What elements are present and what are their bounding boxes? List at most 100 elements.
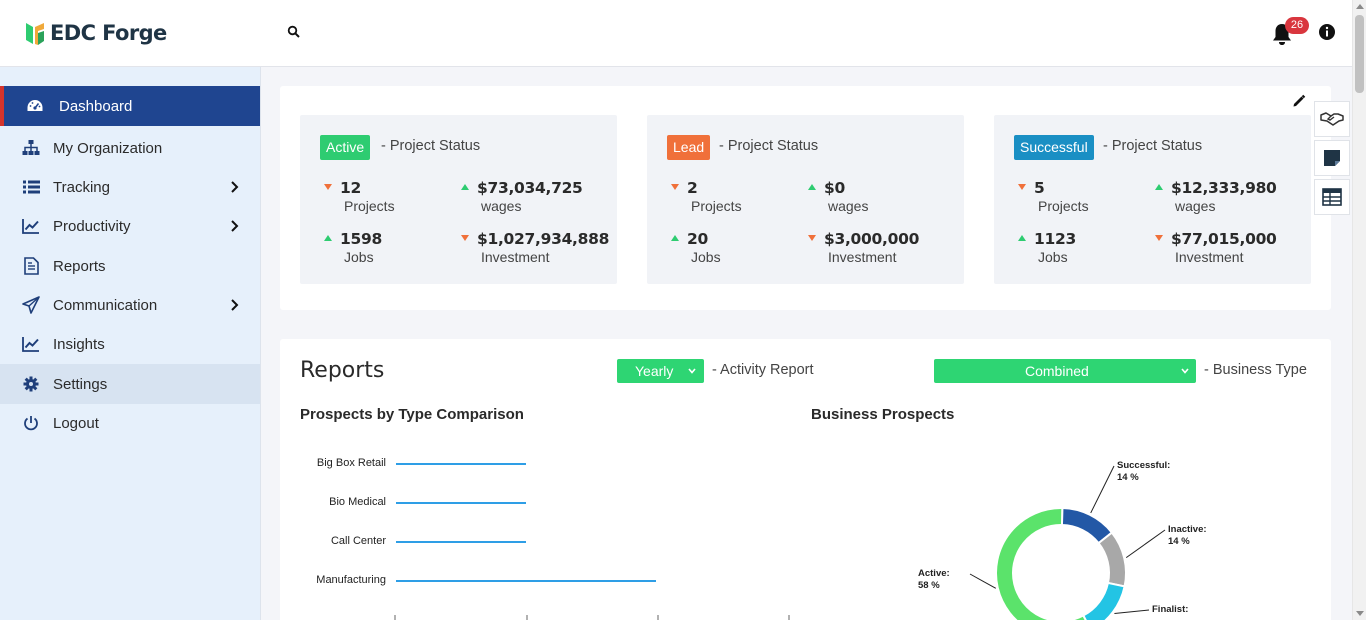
scroll-down-arrow-icon[interactable] xyxy=(1356,611,1364,616)
donut-leader-line xyxy=(969,573,997,589)
business-type-select-value: Combined xyxy=(1025,363,1089,379)
scroll-thumb[interactable] xyxy=(1355,15,1364,93)
metric-value: $3,000,000 xyxy=(824,230,920,248)
sidebar-item-tracking[interactable]: Tracking xyxy=(0,167,260,207)
metric-label: Jobs xyxy=(1038,249,1068,265)
bar-category-label: Manufacturing xyxy=(316,574,386,586)
status-badge: Active xyxy=(320,135,371,160)
chevron-right-icon xyxy=(231,299,239,311)
donut-slice[interactable] xyxy=(1081,581,1126,620)
sticky-note-icon xyxy=(1324,150,1340,166)
arrow-down-icon xyxy=(808,234,816,241)
arrow-up-icon xyxy=(671,234,679,241)
bar-chart-axis-ticks xyxy=(394,615,790,620)
status-label: - Project Status xyxy=(381,138,481,154)
status-badge: Successful xyxy=(1014,135,1094,160)
business-type-select[interactable]: Combined xyxy=(934,359,1196,383)
bar-category-label: Call Center xyxy=(330,535,386,547)
metric-value: $1,027,934,888 xyxy=(477,230,610,248)
bar-mark[interactable] xyxy=(396,502,526,504)
app-logo-text: EDC Forge xyxy=(50,21,167,45)
projects-metric: 5 Projects xyxy=(1018,179,1089,214)
edit-button[interactable] xyxy=(1292,94,1306,108)
bar-mark[interactable] xyxy=(396,580,656,582)
metric-label: Investment xyxy=(481,249,550,265)
info-button[interactable] xyxy=(1318,23,1336,41)
chevron-down-icon xyxy=(1181,368,1189,374)
jobs-metric: 1598 Jobs xyxy=(324,230,382,265)
info-icon xyxy=(1319,24,1335,40)
sidebar-item-reports[interactable]: Reports xyxy=(0,246,260,286)
sidebar-item-insights[interactable]: Insights xyxy=(0,324,260,364)
sidebar-item-my-organization[interactable]: My Organization xyxy=(0,128,260,168)
status-label: - Project Status xyxy=(719,138,819,154)
status-label: - Project Status xyxy=(1103,138,1203,154)
table-tool-button[interactable] xyxy=(1314,179,1350,215)
metric-value: 20 xyxy=(687,230,708,248)
metric-value: 1123 xyxy=(1034,230,1076,248)
business-type-label: - Business Type xyxy=(1204,362,1307,378)
sidebar-item-label: Settings xyxy=(53,375,108,393)
period-select-value: Yearly xyxy=(635,363,674,379)
jobs-metric: 1123 Jobs xyxy=(1018,230,1076,265)
sidebar-item-communication[interactable]: Communication xyxy=(0,285,260,325)
metric-value: 2 xyxy=(687,179,698,197)
sidebar-item-label: Productivity xyxy=(53,217,131,235)
metric-label: Projects xyxy=(344,198,395,214)
arrow-down-icon xyxy=(1155,234,1163,241)
sidebar-item-logout[interactable]: Logout xyxy=(0,403,260,443)
notification-count-badge: 26 xyxy=(1285,17,1309,34)
sidebar-item-label: Reports xyxy=(53,257,106,275)
metric-value: 5 xyxy=(1034,179,1045,197)
donut-leader-line xyxy=(1125,529,1166,559)
line-chart-icon xyxy=(22,217,40,235)
metric-label: Jobs xyxy=(691,249,721,265)
status-card-active: Active - Project Status 12 Projects $73,… xyxy=(300,115,617,284)
wages-metric: $0 wages xyxy=(808,179,868,214)
chevron-down-icon xyxy=(688,368,696,374)
metric-label: wages xyxy=(1175,198,1216,214)
metric-label: Projects xyxy=(1038,198,1089,214)
wages-metric: $73,034,725 wages xyxy=(461,179,583,214)
sidebar-item-label: Logout xyxy=(53,414,99,432)
period-select[interactable]: Yearly xyxy=(617,359,704,383)
metric-label: Jobs xyxy=(344,249,374,265)
donut-slice-label: Inactive: 14 % xyxy=(1168,524,1207,547)
sticky-note-tool-button[interactable] xyxy=(1314,140,1350,176)
metric-value: 1598 xyxy=(340,230,382,248)
table-icon xyxy=(1322,188,1342,206)
sidebar-item-productivity[interactable]: Productivity xyxy=(0,206,260,246)
bar-mark[interactable] xyxy=(396,541,526,543)
metric-label: wages xyxy=(481,198,522,214)
arrow-up-icon xyxy=(1155,183,1163,190)
sidebar-item-dashboard[interactable]: Dashboard xyxy=(0,86,260,126)
bar-mark[interactable] xyxy=(396,463,526,465)
arrow-down-icon xyxy=(1018,183,1026,190)
search-button[interactable] xyxy=(287,25,303,41)
investment-metric: $1,027,934,888 Investment xyxy=(461,230,609,265)
scroll-up-arrow-icon[interactable] xyxy=(1356,4,1364,9)
sidebar-item-label: Insights xyxy=(53,335,105,353)
metric-value: $77,015,000 xyxy=(1171,230,1277,248)
status-card-lead: Lead - Project Status 2 Projects $0 wage… xyxy=(647,115,964,284)
prospects-by-type-title: Prospects by Type Comparison xyxy=(300,406,524,423)
gear-icon xyxy=(22,375,40,393)
handshake-tool-button[interactable] xyxy=(1314,101,1350,137)
donut-slice[interactable] xyxy=(1097,531,1127,588)
donut-leader-line xyxy=(1114,609,1150,614)
edc-forge-logo-icon xyxy=(26,23,44,45)
arrow-down-icon xyxy=(461,234,469,241)
projects-metric: 12 Projects xyxy=(324,179,395,214)
line-chart-icon xyxy=(22,335,40,353)
metric-value: 12 xyxy=(340,179,361,197)
sidebar-item-settings[interactable]: Settings xyxy=(0,364,260,404)
page-scrollbar[interactable] xyxy=(1352,0,1366,620)
donut-slice-label: Finalist: xyxy=(1152,604,1189,615)
donut-slice[interactable] xyxy=(995,507,1091,620)
metric-value: $0 xyxy=(824,179,845,197)
reports-title: Reports xyxy=(300,358,385,383)
arrow-up-icon xyxy=(324,234,332,241)
investment-metric: $3,000,000 Investment xyxy=(808,230,919,265)
app-logo[interactable]: EDC Forge xyxy=(24,19,167,47)
donut-leader-line xyxy=(1090,465,1115,514)
